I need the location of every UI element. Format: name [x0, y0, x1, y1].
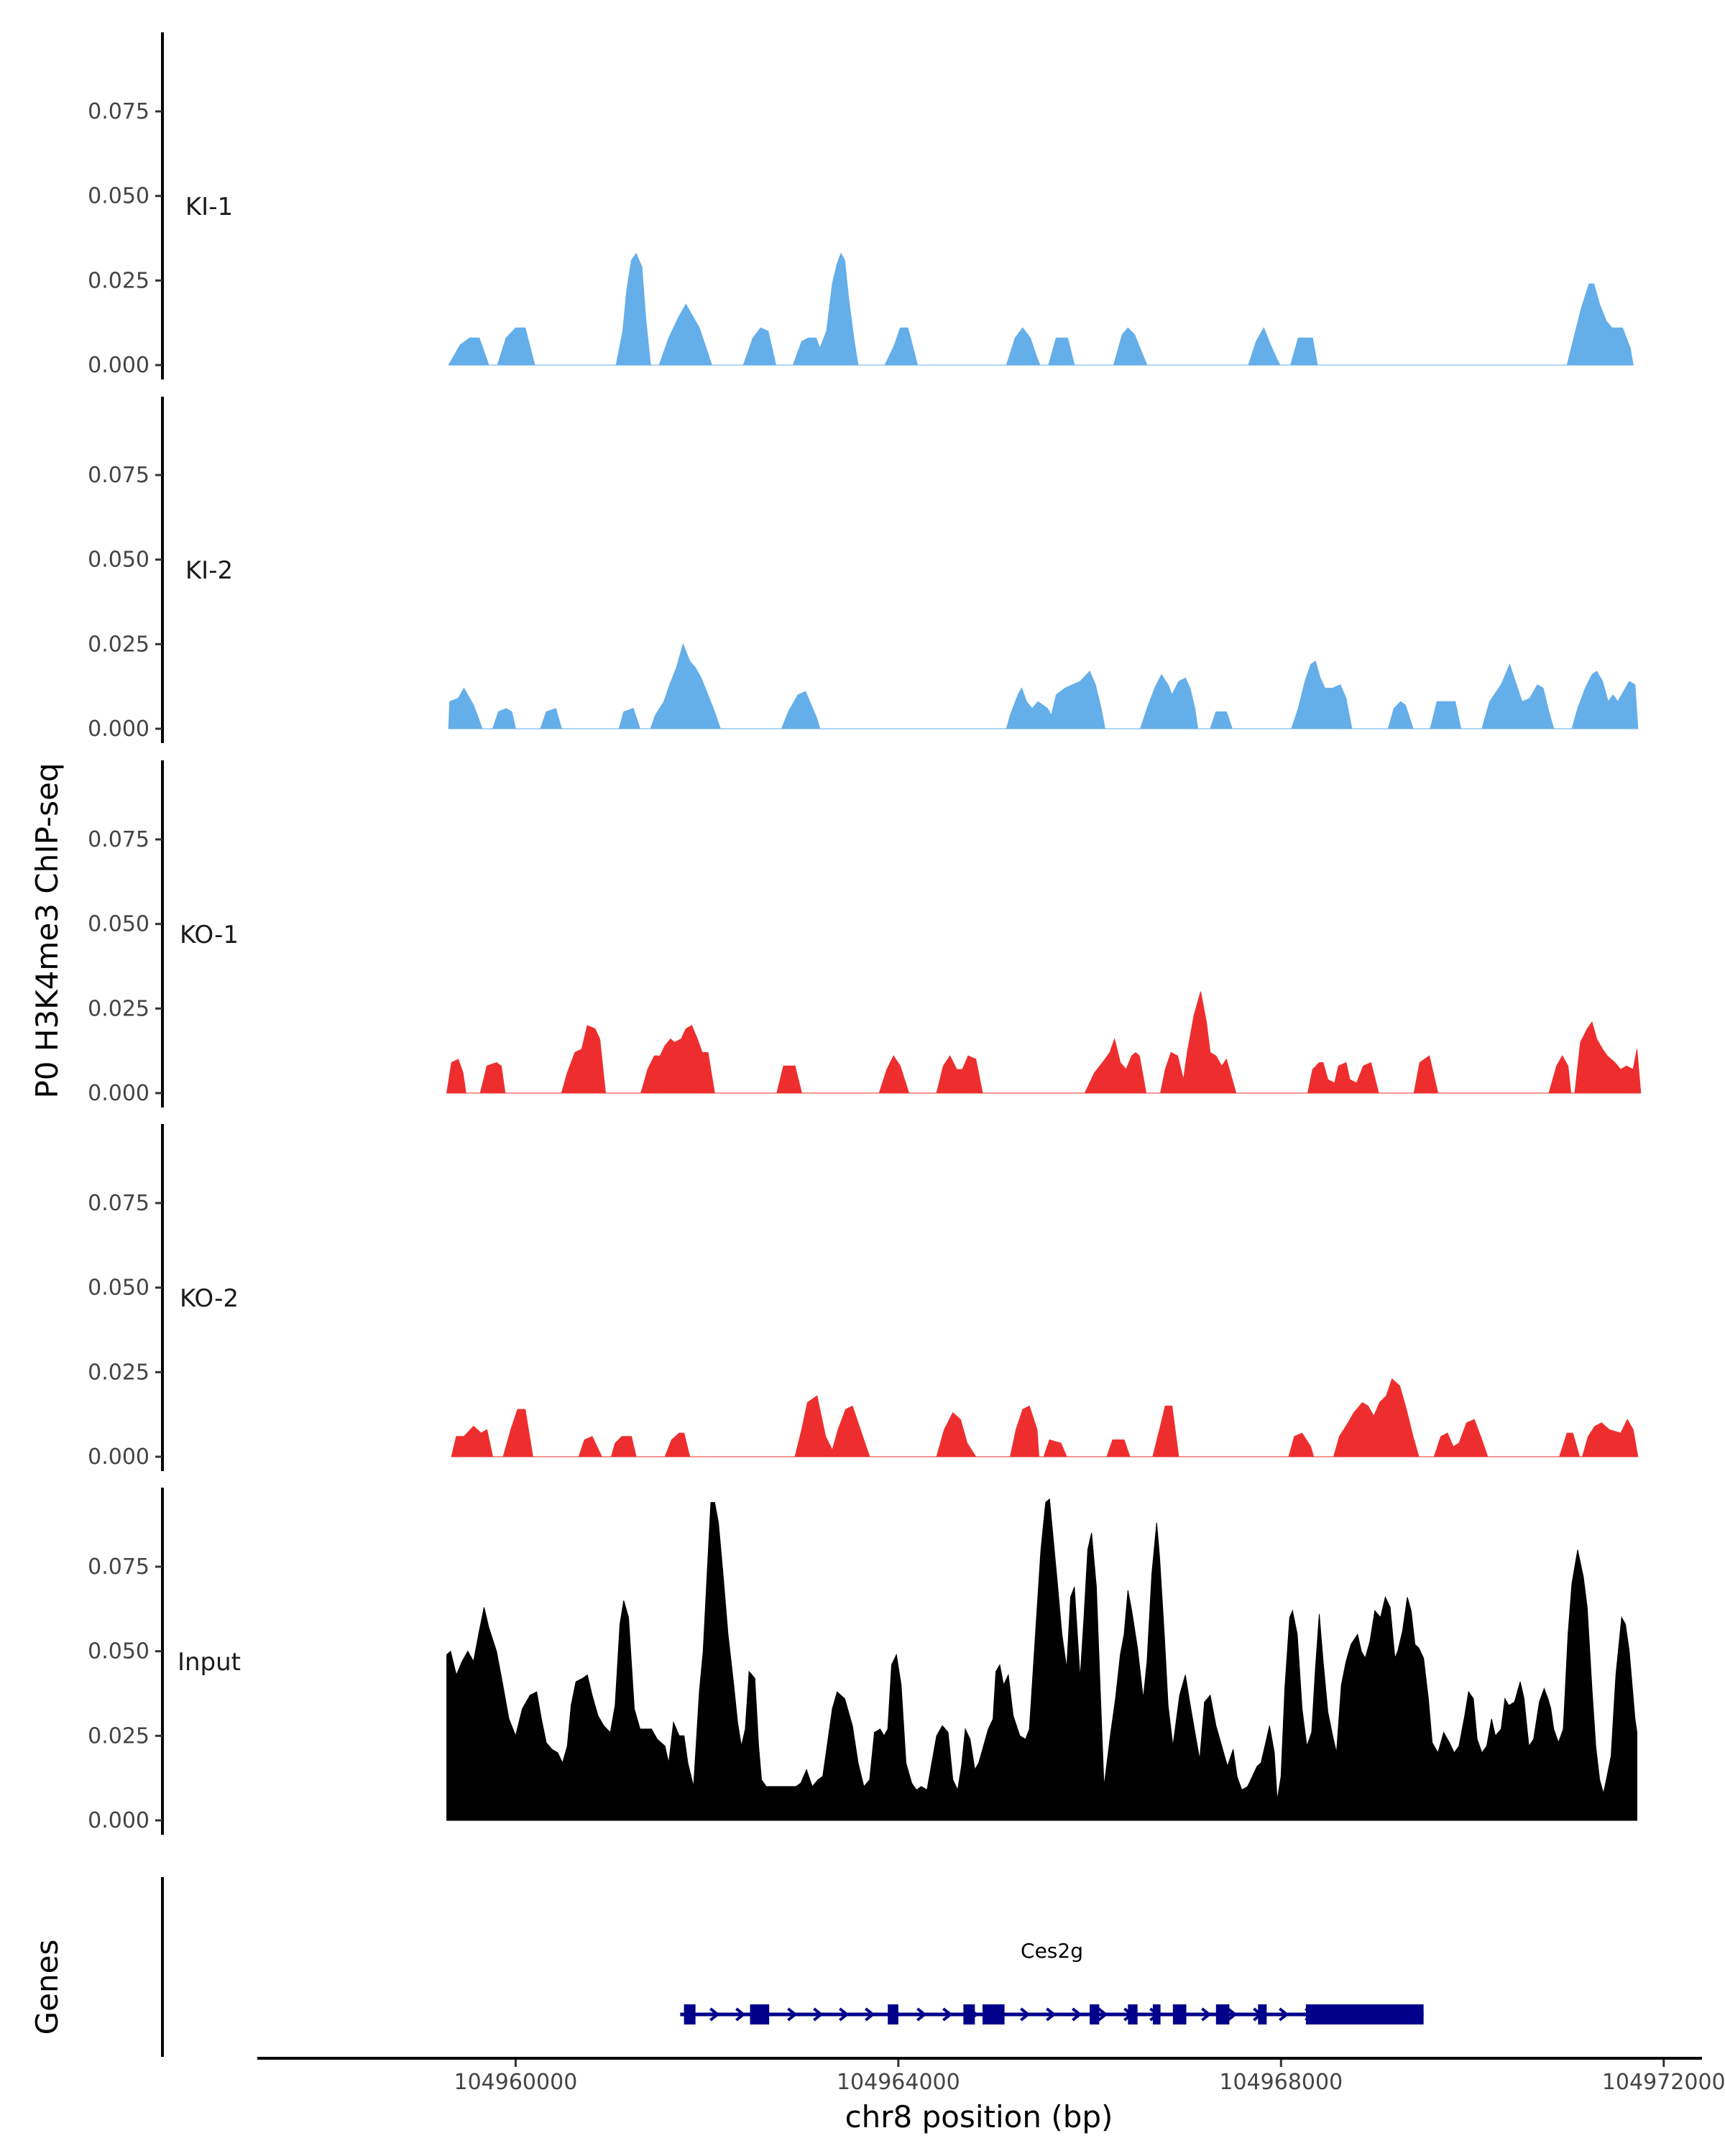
tracks-layer: 0.0000.0250.0500.075KI-10.0000.0250.0500…: [88, 32, 1642, 1835]
strand-arrow: [709, 2007, 720, 2022]
track-ko-1: 0.000 0.025 0.050 0.075 KO-1: [88, 760, 1642, 1107]
strand-arrow: [1201, 2007, 1212, 2022]
y-tick-label: 0.050: [88, 184, 150, 209]
gene-exon: [1172, 2004, 1187, 2024]
track-input: 0.000 0.025 0.050 0.075 Input: [88, 1488, 1637, 1835]
track-label: KI-2: [185, 556, 233, 585]
y-tick-label: 0.050: [88, 1639, 150, 1664]
x-tick-label: 104968000: [1219, 2070, 1343, 2095]
gene-exon: [963, 2004, 975, 2024]
strand-arrow: [1098, 2007, 1108, 2022]
coverage-area: [448, 642, 1639, 729]
y-axis-title: P0 H3K4me3 ChIP-seq: [29, 763, 65, 1098]
strand-arrow: [1072, 2007, 1082, 2022]
strand-arrow: [865, 2007, 875, 2022]
track-ki-2: 0.000 0.025 0.050 0.075 KI-2: [88, 397, 1639, 743]
y-tick-label: 0.075: [88, 463, 150, 488]
gene-exon: [1152, 2004, 1161, 2024]
y-tick-label: 0.000: [88, 717, 150, 742]
strand-arrow: [735, 2007, 746, 2022]
strand-arrow: [1020, 2007, 1031, 2022]
y-tick-label: 0.000: [88, 353, 150, 378]
coverage-area: [448, 252, 1634, 366]
gene-track-label: Genes: [29, 1940, 65, 2035]
strand-arrow: [1046, 2007, 1057, 2022]
y-tick-label: 0.075: [88, 1554, 150, 1580]
gene-exon: [982, 2004, 1005, 2024]
strand-arrow: [1227, 2007, 1238, 2022]
y-tick-label: 0.025: [88, 632, 150, 657]
coverage-area: [451, 1378, 1639, 1457]
strand-arrow: [942, 2007, 953, 2022]
y-tick-label: 0.075: [88, 827, 150, 852]
x-tick-label: 104972000: [1602, 2070, 1725, 2095]
gene-exon: [1305, 2004, 1424, 2024]
gene-exon: [1215, 2004, 1230, 2024]
strand-arrow: [1279, 2007, 1289, 2022]
gene-track: Genes Ces2g: [29, 1877, 1424, 2057]
strand-arrow: [839, 2007, 850, 2022]
gene-exon: [1128, 2004, 1138, 2024]
strand-arrow: [813, 2007, 824, 2022]
gene-exon: [1258, 2004, 1267, 2024]
gene-exon: [1090, 2004, 1100, 2024]
y-tick-label: 0.025: [88, 268, 150, 293]
strand-arrow: [916, 2007, 927, 2022]
x-axis-title: chr8 position (bp): [845, 2099, 1113, 2134]
y-tick-label: 0.000: [88, 1808, 150, 1833]
x-tick-label: 104960000: [454, 2070, 578, 2095]
y-tick-label: 0.025: [88, 996, 150, 1021]
y-tick-label: 0.050: [88, 912, 150, 937]
y-tick-label: 0.050: [88, 548, 150, 573]
y-tick-label: 0.075: [88, 99, 150, 124]
gene-name-label: Ces2g: [1021, 1939, 1083, 1963]
track-label: Input: [178, 1648, 241, 1677]
track-ko-2: 0.000 0.025 0.050 0.075 KO-2: [88, 1124, 1639, 1471]
y-tick-label: 0.000: [88, 1445, 150, 1470]
y-tick-label: 0.000: [88, 1081, 150, 1106]
track-label: KO-1: [180, 921, 239, 949]
track-ki-1: 0.000 0.025 0.050 0.075 KI-1: [88, 32, 1634, 379]
y-tick-label: 0.025: [88, 1360, 150, 1385]
track-label: KI-1: [185, 193, 233, 221]
gene-exon: [750, 2004, 770, 2024]
coverage-area: [446, 1498, 1637, 1821]
gene-exon: [684, 2004, 696, 2024]
strand-arrow: [787, 2007, 798, 2022]
gene-exon: [888, 2004, 898, 2024]
y-tick-label: 0.050: [88, 1276, 150, 1301]
y-tick-label: 0.025: [88, 1723, 150, 1749]
track-label: KO-2: [180, 1284, 239, 1313]
gene-model: Ces2g: [680, 1939, 1424, 2024]
coverage-area: [446, 991, 1642, 1094]
x-tick-label: 104964000: [837, 2070, 960, 2095]
x-axis: 104960000 104964000 104968000 104972000: [257, 2057, 1725, 2095]
y-tick-label: 0.075: [88, 1191, 150, 1216]
